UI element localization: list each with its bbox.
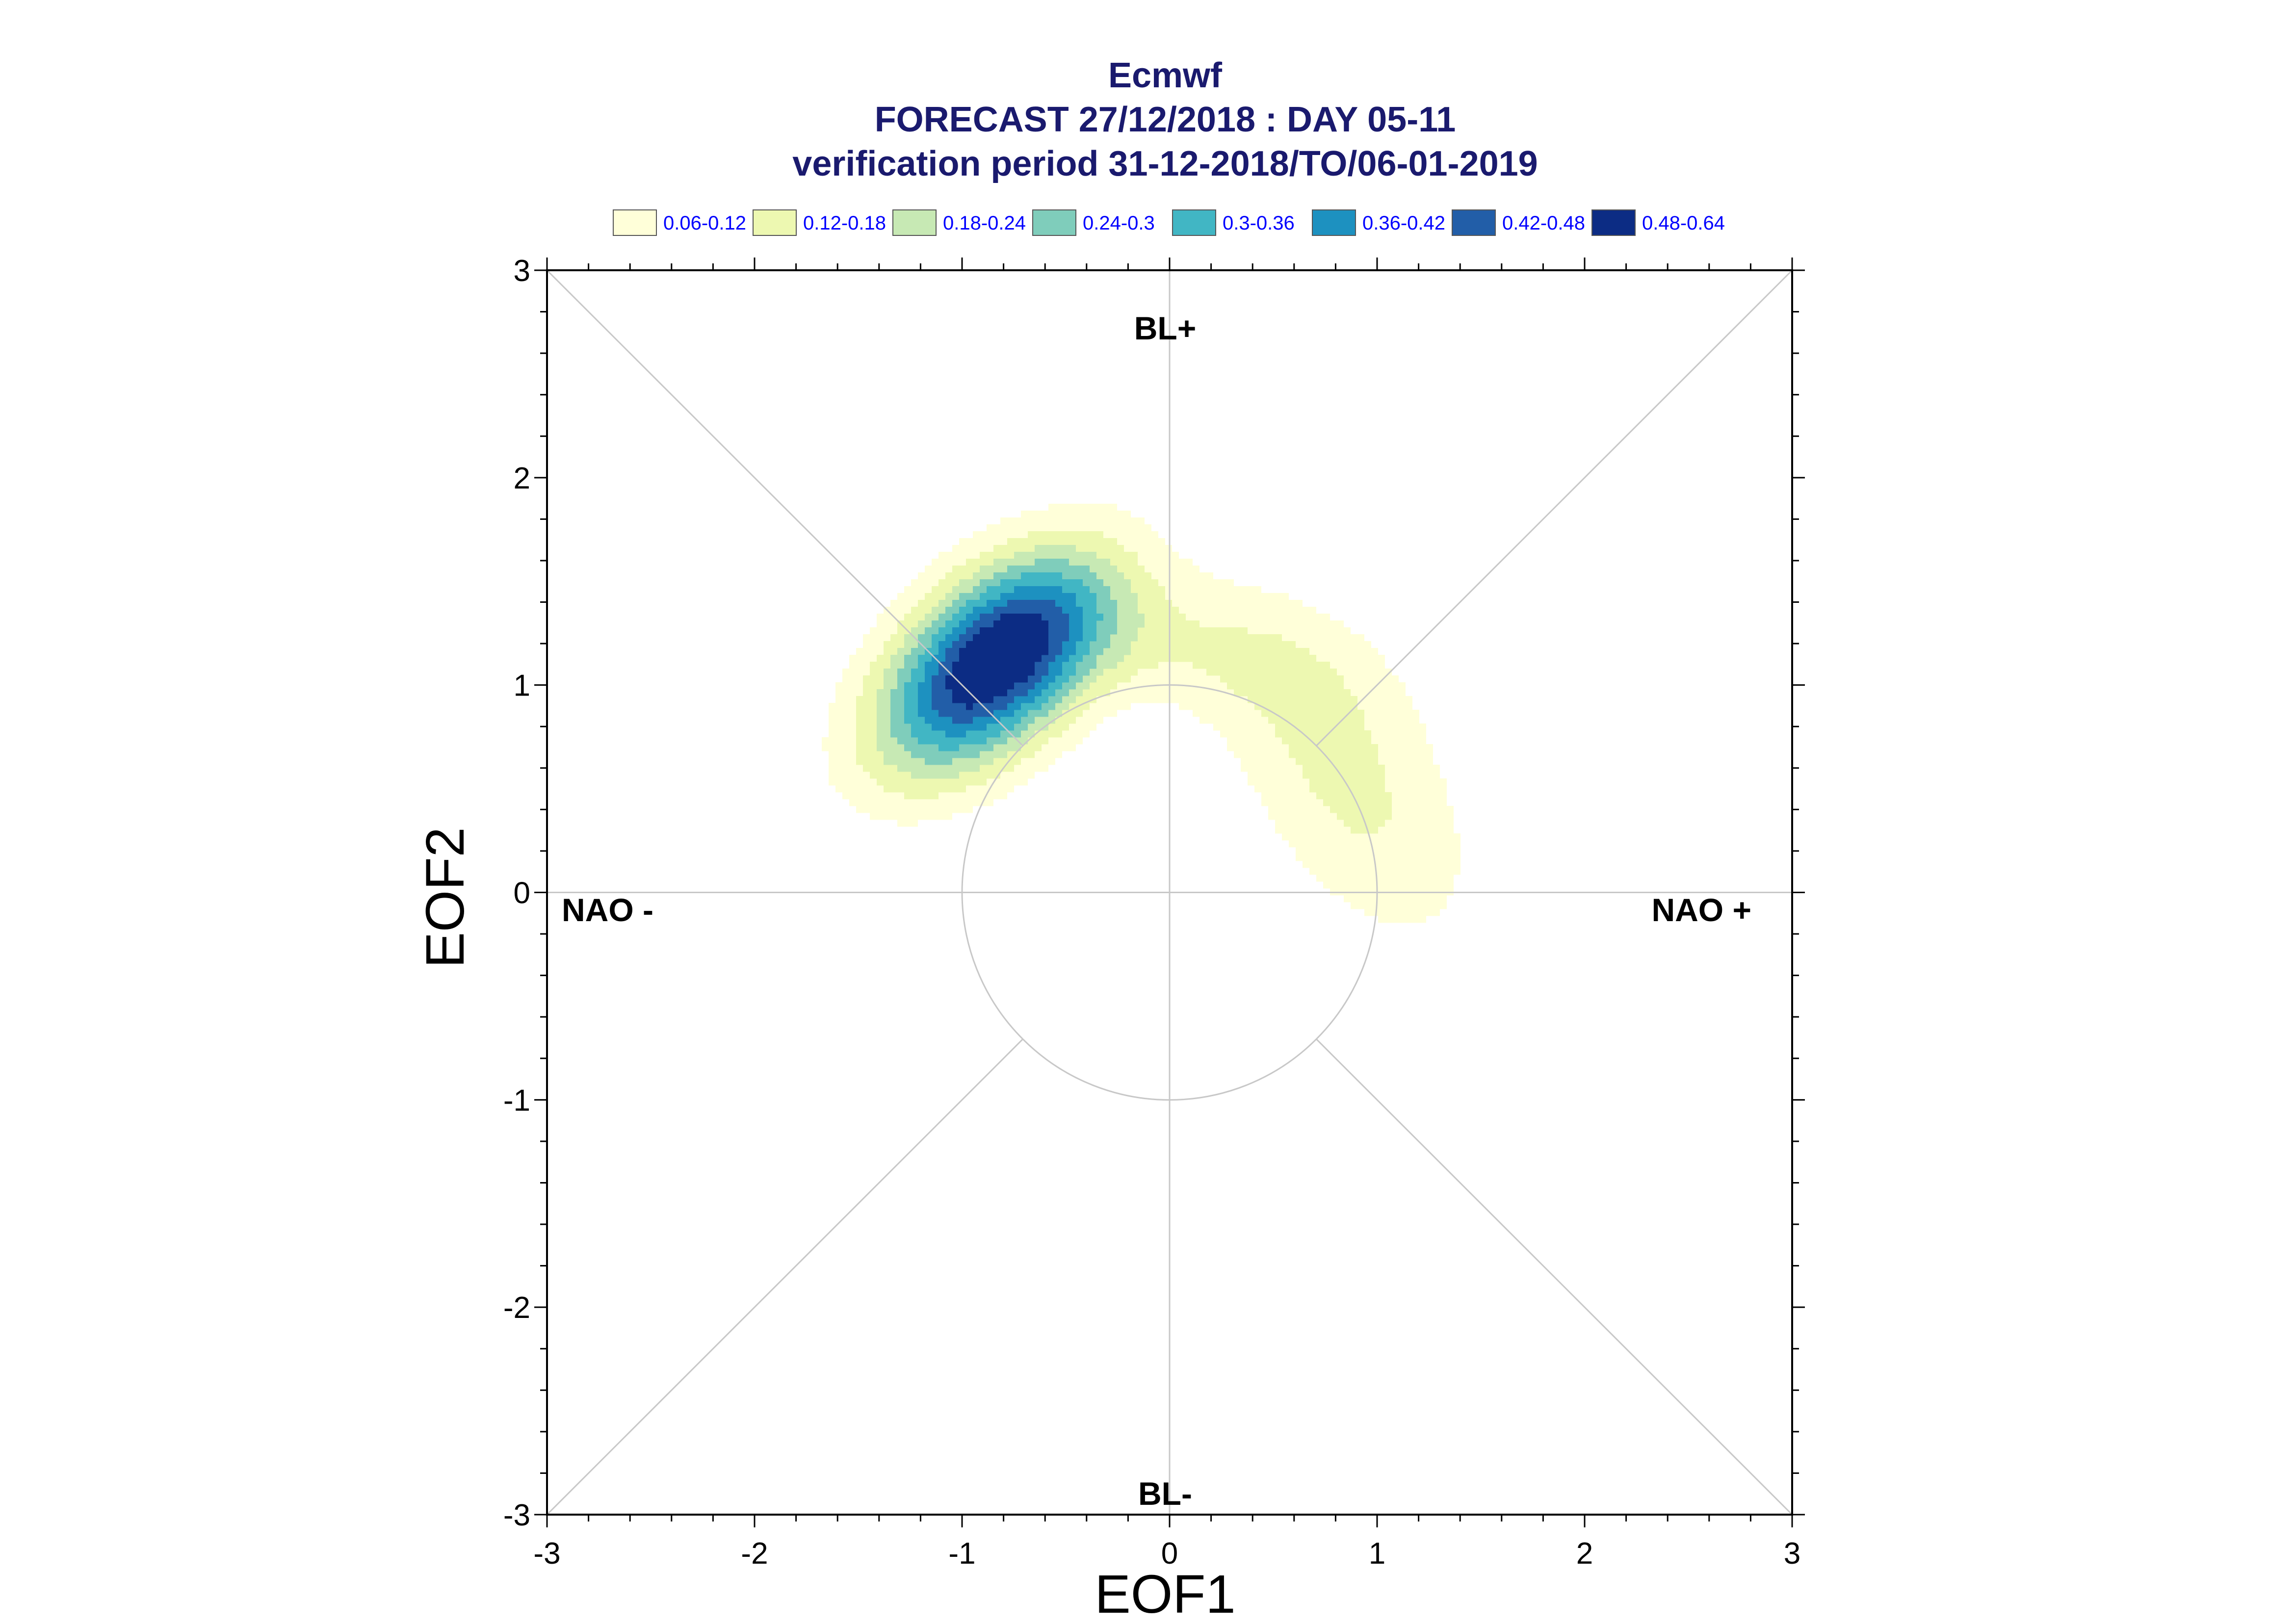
diagonal-line [1316, 1038, 1793, 1516]
legend-label: 0.3-0.36 [1223, 212, 1295, 234]
regime-label-nao-plus: NAO + [1651, 892, 1751, 928]
y-tick-label: -3 [503, 1498, 530, 1532]
diagonal-line [1316, 269, 1793, 747]
y-tick-label: 1 [514, 669, 530, 703]
x-tick-label: -3 [533, 1537, 560, 1571]
x-tick-label: -2 [741, 1537, 768, 1571]
diagonal-line [546, 1038, 1023, 1516]
tick-labels: -3 -2 -1 0 1 2 3 -3 -2 -1 0 1 2 3 [503, 254, 1800, 1571]
legend-swatch [1591, 209, 1636, 236]
legend-label: 0.36-0.42 [1362, 212, 1445, 234]
y-tick-label: -2 [503, 1291, 530, 1325]
reference-circle [961, 684, 1378, 1101]
axis-ticks [534, 258, 1805, 1527]
legend-swatch [1312, 209, 1356, 236]
legend-label: 0.24-0.3 [1083, 212, 1155, 234]
title-line-3: verification period 31-12-2018/TO/06-01-… [792, 144, 1538, 183]
regime-label-bl-minus: BL- [1138, 1475, 1192, 1512]
legend: 0.06-0.12 0.12-0.18 0.18-0.24 0.24-0.3 0.3-0… [613, 209, 1725, 236]
x-tick-label: -1 [948, 1537, 975, 1571]
legend-label: 0.18-0.24 [943, 212, 1026, 234]
y-tick-label: 3 [514, 254, 530, 288]
legend-label: 0.12-0.18 [803, 212, 886, 234]
title-line-1: Ecmwf [1108, 56, 1223, 95]
legend-label: 0.06-0.12 [663, 212, 746, 234]
chart-title: Ecmwf FORECAST 27/12/2018 : DAY 05-11 ve… [792, 56, 1538, 183]
legend-swatch [753, 209, 797, 236]
regime-label-nao-minus: NAO - [562, 892, 653, 928]
reference-lines [546, 269, 1793, 1516]
legend-swatch [1172, 209, 1216, 236]
regime-label-bl-plus: BL+ [1134, 310, 1197, 346]
density-level-7 [945, 614, 1048, 710]
density-contours [822, 504, 1460, 923]
y-tick-label: -1 [503, 1083, 530, 1117]
legend-swatch [892, 209, 937, 236]
x-tick-label: 1 [1369, 1537, 1385, 1571]
y-tick-label: 2 [514, 462, 530, 495]
x-axis-label: EOF1 [1095, 1564, 1235, 1624]
y-tick-label: 0 [514, 876, 530, 910]
regime-labels: BL+ BL- NAO - NAO + [562, 310, 1751, 1512]
x-tick-label: 3 [1784, 1537, 1800, 1571]
diagonal-line [546, 269, 1023, 747]
legend-swatch [1452, 209, 1496, 236]
y-axis-label: EOF2 [415, 827, 475, 968]
x-tick-label: 0 [1161, 1537, 1178, 1571]
x-tick-label: 2 [1576, 1537, 1593, 1571]
legend-label: 0.42-0.48 [1502, 212, 1585, 234]
title-line-2: FORECAST 27/12/2018 : DAY 05-11 [875, 100, 1456, 139]
legend-label: 0.48-0.64 [1642, 212, 1725, 234]
legend-swatch [1032, 209, 1076, 236]
legend-swatch [613, 209, 657, 236]
